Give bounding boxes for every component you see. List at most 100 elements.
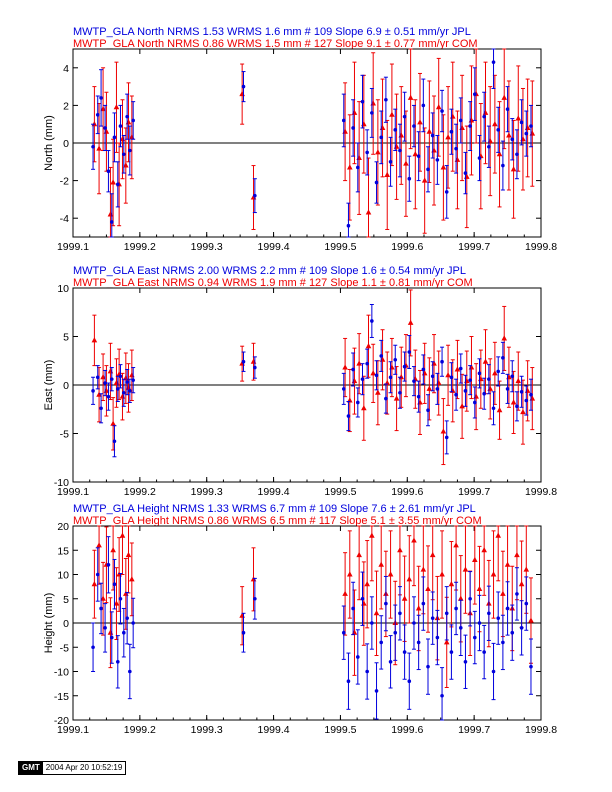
data-point: [356, 551, 362, 558]
data-point: [529, 130, 536, 136]
data-point: [253, 193, 257, 198]
data-point: [375, 389, 381, 395]
east-x-tick-label: 1999.1: [57, 486, 89, 498]
data-point: [96, 391, 102, 397]
data-point: [415, 605, 422, 611]
data-point: [524, 387, 531, 393]
north-panel: MWTP_GLA North NRMS 1.53 WRMS 1.6 mm # 1…: [43, 26, 557, 253]
data-point: [473, 635, 477, 640]
data-point: [91, 389, 95, 393]
data-point: [398, 148, 402, 153]
data-point: [109, 220, 114, 224]
data-point: [524, 398, 529, 403]
data-point: [99, 96, 103, 100]
data-point: [356, 655, 360, 659]
data-point: [365, 343, 372, 349]
data-point: [482, 358, 489, 364]
data-point: [393, 143, 400, 149]
data-point: [113, 379, 120, 386]
data-point: [407, 94, 414, 100]
data-point: [351, 126, 355, 130]
data-point: [110, 179, 116, 185]
data-point: [449, 113, 456, 119]
data-point: [110, 547, 116, 553]
data-point: [402, 364, 407, 369]
data-point: [500, 590, 506, 596]
data-point: [360, 99, 365, 104]
north-x-tick-label: 1999.5: [324, 241, 356, 253]
east-series-jpl: [91, 303, 533, 458]
data-point: [103, 126, 107, 130]
data-point: [520, 408, 526, 415]
data-point: [412, 379, 416, 383]
data-point: [253, 596, 257, 601]
data-point: [384, 396, 388, 401]
data-point: [482, 650, 486, 654]
data-point: [384, 97, 388, 102]
data-point: [421, 103, 426, 108]
data-point: [476, 585, 483, 592]
data-point: [122, 152, 126, 157]
data-point: [468, 117, 475, 123]
data-point: [398, 132, 405, 138]
data-point: [128, 389, 132, 393]
data-point: [407, 319, 414, 325]
height-x-tick-label: 1999.6: [391, 724, 423, 736]
data-point: [417, 119, 423, 125]
data-point: [487, 377, 491, 381]
data-point: [453, 542, 459, 548]
data-point: [496, 407, 503, 413]
data-point: [115, 182, 120, 187]
data-point: [406, 576, 413, 582]
height-title-line: MWTP_GLA Height NRMS 0.86 WRMS 6.5 mm # …: [73, 515, 482, 527]
east-title-line: MWTP_GLA East NRMS 0.94 WRMS 1.9 mm # 12…: [73, 277, 473, 289]
data-point: [454, 392, 458, 397]
data-point: [458, 626, 463, 630]
data-point: [523, 566, 530, 572]
data-point: [241, 359, 246, 364]
north-x-tick-label: 1999.7: [458, 241, 490, 253]
data-point: [125, 380, 129, 384]
data-point: [361, 600, 367, 606]
data-point: [370, 621, 374, 625]
data-point: [518, 581, 525, 587]
data-point: [515, 152, 519, 157]
data-point: [370, 370, 376, 376]
data-point: [505, 107, 510, 111]
data-point: [444, 435, 449, 440]
data-point: [454, 366, 461, 372]
data-point: [449, 650, 454, 654]
data-point: [487, 137, 493, 144]
data-point: [393, 630, 398, 635]
data-point: [109, 377, 114, 381]
data-point: [468, 596, 472, 601]
data-point: [91, 337, 98, 343]
data-point: [346, 414, 351, 418]
data-point: [91, 645, 95, 650]
data-point: [389, 111, 395, 117]
data-point: [515, 377, 522, 384]
data-point: [426, 167, 430, 172]
data-point: [112, 582, 117, 586]
data-point: [342, 590, 348, 596]
data-point: [123, 162, 129, 168]
data-point: [112, 135, 117, 140]
data-point: [468, 124, 472, 128]
data-point: [496, 369, 501, 374]
data-point: [504, 561, 511, 567]
north-title-line: MWTP_GLA North NRMS 1.53 WRMS 1.6 mm # 1…: [73, 26, 471, 38]
east-title-line: MWTP_GLA East NRMS 2.00 WRMS 2.2 mm # 10…: [73, 265, 466, 277]
data-point: [241, 630, 246, 635]
data-point: [109, 635, 114, 640]
data-point: [351, 367, 355, 372]
data-point: [379, 124, 386, 130]
data-point: [374, 373, 379, 378]
data-point: [393, 395, 400, 401]
data-point: [439, 571, 445, 577]
data-point: [119, 532, 126, 538]
data-point: [515, 592, 519, 596]
data-point: [529, 124, 533, 128]
data-point: [346, 164, 353, 170]
data-point: [346, 571, 353, 577]
east-x-tick-label: 1999.4: [258, 486, 290, 498]
